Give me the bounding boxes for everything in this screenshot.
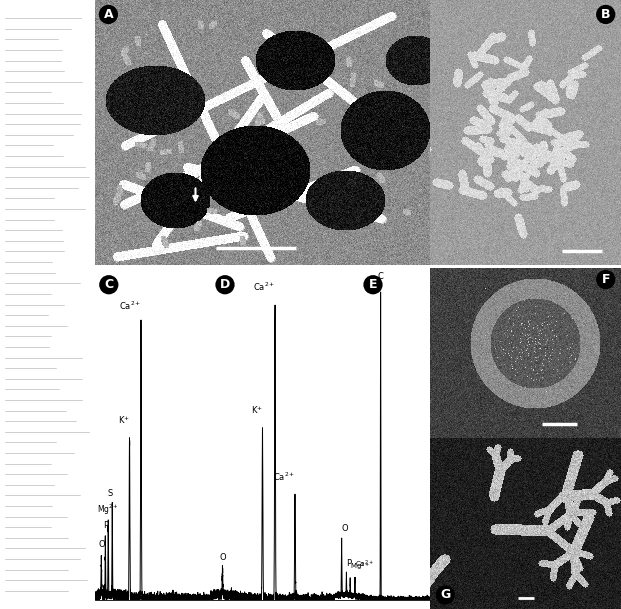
Text: P: P (103, 521, 108, 530)
Text: E: E (369, 278, 377, 291)
Text: A: A (104, 8, 113, 21)
Text: P: P (347, 559, 351, 568)
Text: C: C (104, 278, 114, 291)
Text: Ca$^{2+}$: Ca$^{2+}$ (119, 300, 141, 312)
Text: O: O (98, 540, 104, 549)
Text: K$^{+}$: K$^{+}$ (117, 414, 130, 426)
Text: O: O (219, 552, 226, 561)
Text: Ca$^{2+}$: Ca$^{2+}$ (355, 558, 374, 569)
Text: G: G (440, 588, 450, 602)
Text: Mg$^{2+}$: Mg$^{2+}$ (97, 503, 119, 518)
Text: O: O (342, 524, 348, 533)
Text: S: S (107, 490, 112, 499)
Text: C: C (378, 272, 384, 281)
Text: Ca$^{2+}$: Ca$^{2+}$ (273, 470, 295, 483)
Text: D: D (220, 278, 230, 291)
Text: Ca$^{2+}$: Ca$^{2+}$ (253, 281, 275, 294)
Text: K$^{+}$: K$^{+}$ (250, 405, 263, 417)
Text: B: B (601, 8, 610, 21)
Text: Mg$^{2+}$: Mg$^{2+}$ (350, 560, 371, 572)
Text: F: F (602, 273, 610, 286)
